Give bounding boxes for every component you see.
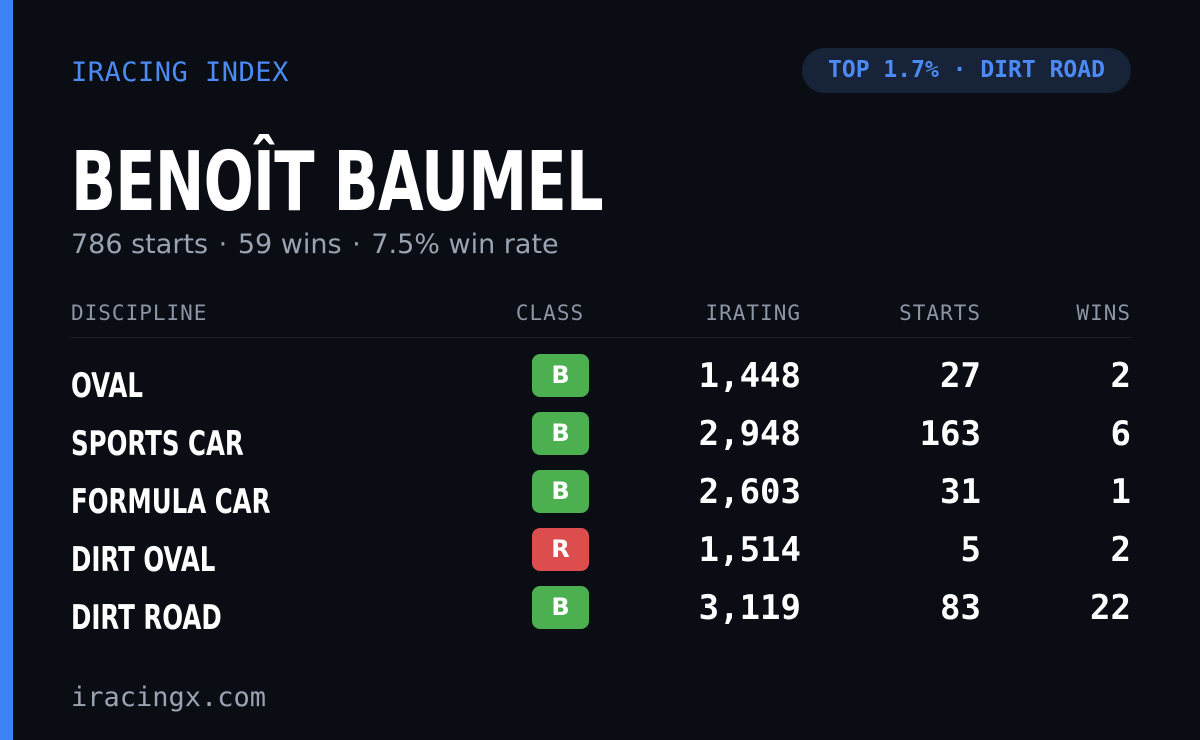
wins-value: 2 bbox=[1110, 530, 1131, 570]
discipline-name: OVAL bbox=[71, 366, 143, 406]
irating-value: 3,119 bbox=[698, 588, 801, 628]
starts-value: 83 bbox=[940, 588, 981, 628]
header-starts: STARTS bbox=[899, 301, 981, 325]
wins-value: 1 bbox=[1110, 472, 1131, 512]
wins-value: 2 bbox=[1110, 356, 1131, 396]
driver-summary: 786 starts · 59 wins · 7.5% win rate bbox=[71, 228, 559, 262]
brand-label: IRACING INDEX bbox=[71, 57, 289, 88]
irating-value: 2,603 bbox=[698, 472, 801, 512]
starts-value: 163 bbox=[919, 414, 981, 454]
wins-value: 22 bbox=[1090, 588, 1131, 628]
starts-value: 27 bbox=[940, 356, 981, 396]
discipline-name: DIRT ROAD bbox=[71, 598, 222, 638]
irating-value: 2,948 bbox=[698, 414, 801, 454]
summary-wins: 59 wins bbox=[237, 229, 342, 260]
ratings-table: DISCIPLINE CLASS IRATING STARTS WINS OVA… bbox=[71, 296, 1131, 638]
wins-value: 6 bbox=[1110, 414, 1131, 454]
header-class: CLASS bbox=[515, 301, 585, 325]
header-discipline: DISCIPLINE bbox=[71, 301, 208, 325]
driver-name: BENOÎT BAUMEL bbox=[71, 135, 604, 230]
table-header: DISCIPLINE CLASS IRATING STARTS WINS bbox=[71, 296, 1131, 338]
starts-value: 5 bbox=[960, 530, 981, 570]
summary-separator: · bbox=[352, 229, 361, 260]
table-row: FORMULA CAR B 2,603 31 1 bbox=[71, 470, 1131, 528]
rank-badge: TOP 1.7% · DIRT ROAD bbox=[802, 48, 1131, 93]
header-irating: IRATING bbox=[705, 301, 801, 325]
discipline-name: DIRT OVAL bbox=[71, 540, 216, 580]
header-wins: WINS bbox=[1076, 301, 1131, 325]
discipline-name: FORMULA CAR bbox=[71, 482, 271, 522]
table-row: OVAL B 1,448 27 2 bbox=[71, 354, 1131, 412]
starts-value: 31 bbox=[940, 472, 981, 512]
table-row: SPORTS CAR B 2,948 163 6 bbox=[71, 412, 1131, 470]
discipline-name: SPORTS CAR bbox=[71, 424, 244, 464]
footer-site-link[interactable]: iracingx.com bbox=[71, 682, 267, 713]
summary-separator: · bbox=[218, 229, 228, 260]
table-row: DIRT OVAL R 1,514 5 2 bbox=[71, 528, 1131, 586]
class-badge: B bbox=[532, 412, 589, 455]
irating-value: 1,448 bbox=[698, 356, 801, 396]
class-badge: B bbox=[532, 586, 589, 629]
table-row: DIRT ROAD B 3,119 83 22 bbox=[71, 586, 1131, 644]
accent-bar bbox=[0, 0, 13, 740]
class-badge: B bbox=[532, 354, 589, 397]
class-badge: R bbox=[532, 528, 589, 571]
irating-value: 1,514 bbox=[698, 530, 801, 570]
class-badge: B bbox=[532, 470, 589, 513]
summary-starts: 786 starts bbox=[71, 229, 209, 260]
summary-win-rate: 7.5% win rate bbox=[371, 229, 559, 260]
